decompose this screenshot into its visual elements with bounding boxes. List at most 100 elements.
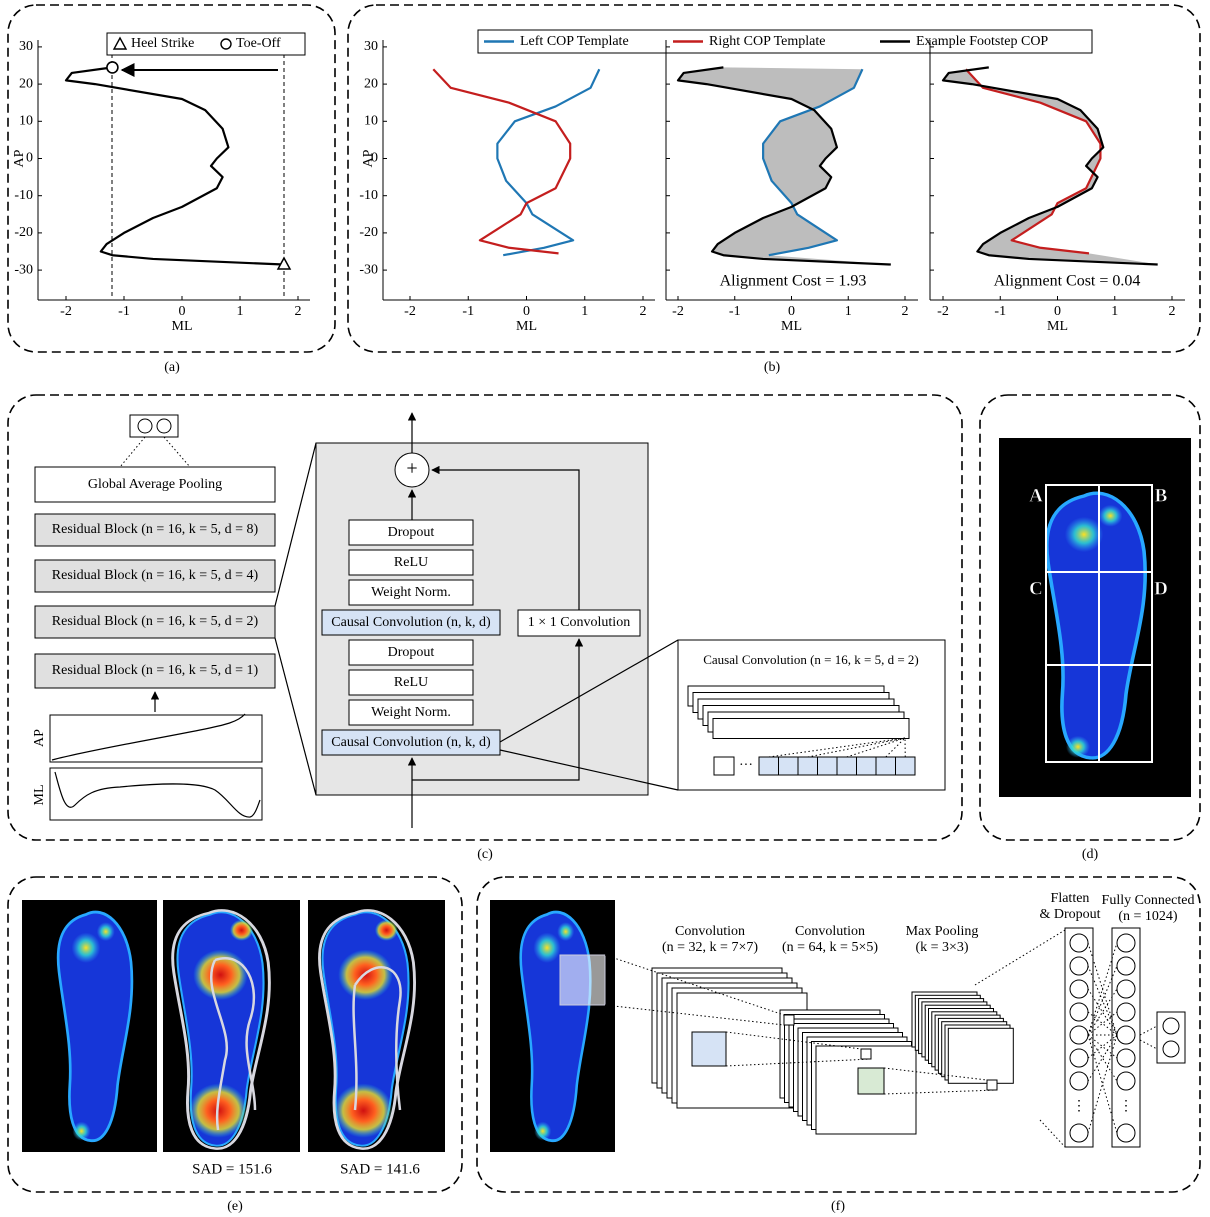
neuron — [1163, 1041, 1179, 1057]
region-label: B — [1155, 485, 1168, 506]
y-tick-label: 30 — [364, 39, 378, 54]
feature-maps — [605, 930, 1065, 1147]
x-axis-label: ML — [781, 319, 802, 334]
y-tick-label: 10 — [364, 114, 378, 129]
x-axis-label: ML — [1047, 319, 1068, 334]
layer-label: Dropout — [388, 645, 435, 660]
layer-label: Residual Block (n = 16, k = 5, d = 1) — [52, 663, 259, 678]
layer-params: (n = 1024) — [1118, 909, 1178, 924]
x-tick-label: -2 — [60, 304, 72, 319]
x-tick-label: -1 — [462, 304, 474, 319]
y-tick-label: -30 — [14, 262, 33, 277]
legend-label: Right COP Template — [709, 34, 825, 49]
neuron — [1070, 1049, 1088, 1067]
legend-label: Heel Strike — [131, 36, 194, 51]
caption: (f) — [831, 1199, 845, 1214]
layer-params: (n = 32, k = 7×7) — [662, 940, 758, 955]
sad-label: SAD = 151.6 — [192, 1161, 272, 1177]
neuron — [1070, 1124, 1088, 1142]
neuron — [1117, 957, 1135, 975]
x-tick-label: -2 — [672, 304, 684, 319]
layer-label: Global Average Pooling — [88, 477, 222, 492]
input-cell — [896, 757, 916, 775]
y-axis-label: AP — [361, 149, 376, 167]
connector — [120, 437, 190, 467]
link — [1040, 1120, 1065, 1147]
y-tick-label: 30 — [19, 39, 33, 54]
sum-label: + — [406, 458, 417, 480]
x-tick-label: 2 — [295, 304, 302, 319]
layer-params: (k = 3×3) — [915, 940, 968, 955]
annotation: Alignment Cost = 0.04 — [994, 273, 1141, 290]
input-cell — [779, 757, 799, 775]
y-tick-label: -20 — [359, 225, 378, 240]
layer-title: Fully Connected — [1102, 893, 1195, 908]
input-cell — [876, 757, 896, 775]
cell — [861, 1049, 871, 1059]
feature-stack — [688, 686, 909, 739]
layer-params: (n = 64, k = 5×5) — [782, 940, 878, 955]
neuron — [1117, 1124, 1135, 1142]
neuron — [1070, 934, 1088, 952]
alignment-plot — [678, 67, 891, 264]
neuron — [1163, 1018, 1179, 1034]
layer-label: Weight Norm. — [371, 585, 451, 600]
x-tick-label: 0 — [1054, 304, 1061, 319]
input-cell — [857, 757, 877, 775]
region-label: A — [1029, 485, 1043, 506]
y-tick-label: -10 — [14, 188, 33, 203]
input-cell — [798, 757, 818, 775]
link — [975, 930, 1065, 985]
neuron — [1117, 980, 1135, 998]
x-tick-label: -1 — [729, 304, 741, 319]
kernel — [858, 1068, 884, 1094]
legend-label: Toe-Off — [236, 36, 281, 51]
annotation: Alignment Cost = 1.93 — [720, 273, 867, 290]
figure: (a) (b) (c) (d) (e) (f) Heel Strike Toe-… — [0, 0, 1210, 1217]
layer-label: Dropout — [388, 525, 435, 540]
neuron — [1117, 1049, 1135, 1067]
layer-label: 1 × 1 Convolution — [528, 615, 630, 630]
neuron — [1070, 1026, 1088, 1044]
neuron — [1070, 957, 1088, 975]
ellipsis: ⋮ — [1072, 1099, 1086, 1114]
layer-label: Causal Convolution (n, k, d) — [331, 735, 491, 750]
y-tick-label: 20 — [19, 76, 33, 91]
x-axis-label: ML — [516, 319, 537, 334]
x-tick-label: -1 — [994, 304, 1006, 319]
x-tick-label: 2 — [640, 304, 647, 319]
neuron — [1117, 1003, 1135, 1021]
neuron — [1117, 934, 1135, 952]
input-cell — [714, 757, 734, 775]
x-tick-label: 0 — [179, 304, 186, 319]
zoom-line — [275, 443, 316, 795]
kernel — [692, 1032, 726, 1066]
ellipsis: ⋮ — [1119, 1099, 1133, 1114]
layer-title: Max Pooling — [906, 924, 979, 939]
neuron — [1070, 1003, 1088, 1021]
y-tick-label: -10 — [359, 188, 378, 203]
toe-off-marker — [107, 62, 118, 73]
feature-map — [948, 1028, 1013, 1083]
y-tick-label: 20 — [364, 76, 378, 91]
link — [1140, 1040, 1157, 1049]
input-label: AP — [32, 729, 47, 747]
input-label: ML — [32, 785, 47, 806]
layer-title: Flatten — [1051, 891, 1090, 906]
cell — [987, 1080, 997, 1090]
cop-templates — [433, 69, 599, 255]
y-axis-label: AP — [12, 149, 27, 167]
layer-title: Convolution — [675, 924, 745, 939]
kernel-window — [560, 955, 605, 1005]
layer-label: Weight Norm. — [371, 705, 451, 720]
dense-layers: ⋮⋮ — [1065, 928, 1185, 1147]
x-tick-label: -2 — [937, 304, 949, 319]
neuron — [1070, 980, 1088, 998]
caption: (a) — [164, 360, 180, 375]
caption: (b) — [764, 360, 781, 375]
output-node — [138, 419, 152, 433]
feature-map — [713, 719, 909, 739]
x-tick-label: -1 — [118, 304, 130, 319]
x-tick-label: 1 — [581, 304, 588, 319]
x-tick-label: 0 — [788, 304, 795, 319]
